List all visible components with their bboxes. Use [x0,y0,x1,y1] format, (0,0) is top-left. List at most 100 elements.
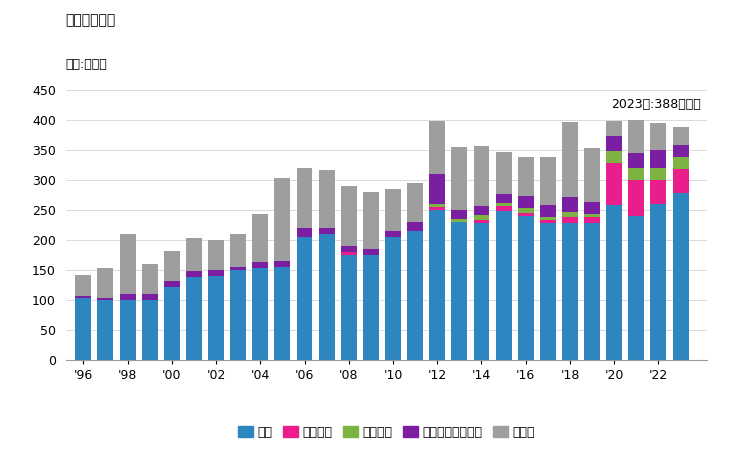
Bar [650,123,666,150]
Bar [607,163,622,205]
Bar [607,151,622,163]
Bar [584,148,600,202]
Bar [230,234,246,267]
Bar [98,298,114,300]
Bar [628,168,644,180]
Bar [408,231,423,360]
Bar [340,246,356,252]
Bar [518,196,534,208]
Bar [363,192,379,249]
Bar [385,231,401,237]
Bar [496,207,512,211]
Bar [650,150,666,168]
Bar [474,220,489,223]
Bar [230,267,246,270]
Bar [540,205,555,217]
Bar [540,223,555,360]
Bar [408,222,423,231]
Bar [186,271,202,277]
Bar [75,298,91,360]
Bar [540,220,555,223]
Bar [98,300,114,360]
Bar [673,169,689,193]
Bar [75,297,91,298]
Text: 単位:万トン: 単位:万トン [66,58,107,72]
Bar [274,178,290,261]
Bar [474,207,489,216]
Bar [474,223,489,360]
Bar [628,153,644,168]
Bar [496,203,512,207]
Bar [429,174,445,204]
Bar [252,214,268,262]
Bar [562,198,578,212]
Bar [451,147,467,210]
Bar [385,189,401,231]
Bar [584,202,600,214]
Bar [474,216,489,220]
Bar [540,157,555,205]
Bar [518,157,534,196]
Bar [518,208,534,213]
Bar [673,193,689,360]
Bar [628,216,644,360]
Text: 2023年:388万トン: 2023年:388万トン [611,98,701,111]
Bar [562,122,578,198]
Bar [540,217,555,220]
Bar [429,204,445,207]
Bar [98,268,114,298]
Bar [429,210,445,360]
Bar [186,238,202,271]
Bar [496,194,512,203]
Bar [208,270,224,276]
Bar [584,223,600,360]
Bar [496,153,512,194]
Bar [385,237,401,360]
Bar [562,217,578,223]
Bar [297,228,313,237]
Bar [650,204,666,360]
Bar [141,294,157,300]
Bar [120,294,136,300]
Bar [363,249,379,255]
Bar [252,268,268,360]
Bar [562,223,578,360]
Bar [120,234,136,294]
Bar [496,211,512,360]
Legend: 中国, ベトナム, スペイン, ニュージーランド, その他: 中国, ベトナム, スペイン, ニュージーランド, その他 [233,421,540,444]
Bar [429,207,445,210]
Bar [451,219,467,222]
Bar [673,127,689,145]
Text: 輸入量の推移: 輸入量の推移 [66,14,116,27]
Bar [208,276,224,360]
Bar [252,262,268,268]
Bar [562,212,578,217]
Bar [628,120,644,153]
Bar [518,213,534,216]
Bar [429,121,445,174]
Bar [518,216,534,360]
Bar [340,186,356,246]
Bar [451,222,467,360]
Bar [628,180,644,216]
Bar [319,234,335,360]
Bar [607,205,622,360]
Bar [75,275,91,297]
Bar [607,121,622,136]
Bar [584,217,600,223]
Bar [650,180,666,204]
Bar [297,237,313,360]
Bar [230,270,246,360]
Bar [408,183,423,222]
Bar [164,287,180,360]
Bar [274,261,290,267]
Bar [120,300,136,360]
Bar [363,255,379,360]
Bar [451,210,467,219]
Bar [164,281,180,287]
Bar [474,146,489,207]
Bar [319,228,335,234]
Bar [340,252,356,255]
Bar [141,300,157,360]
Bar [650,168,666,180]
